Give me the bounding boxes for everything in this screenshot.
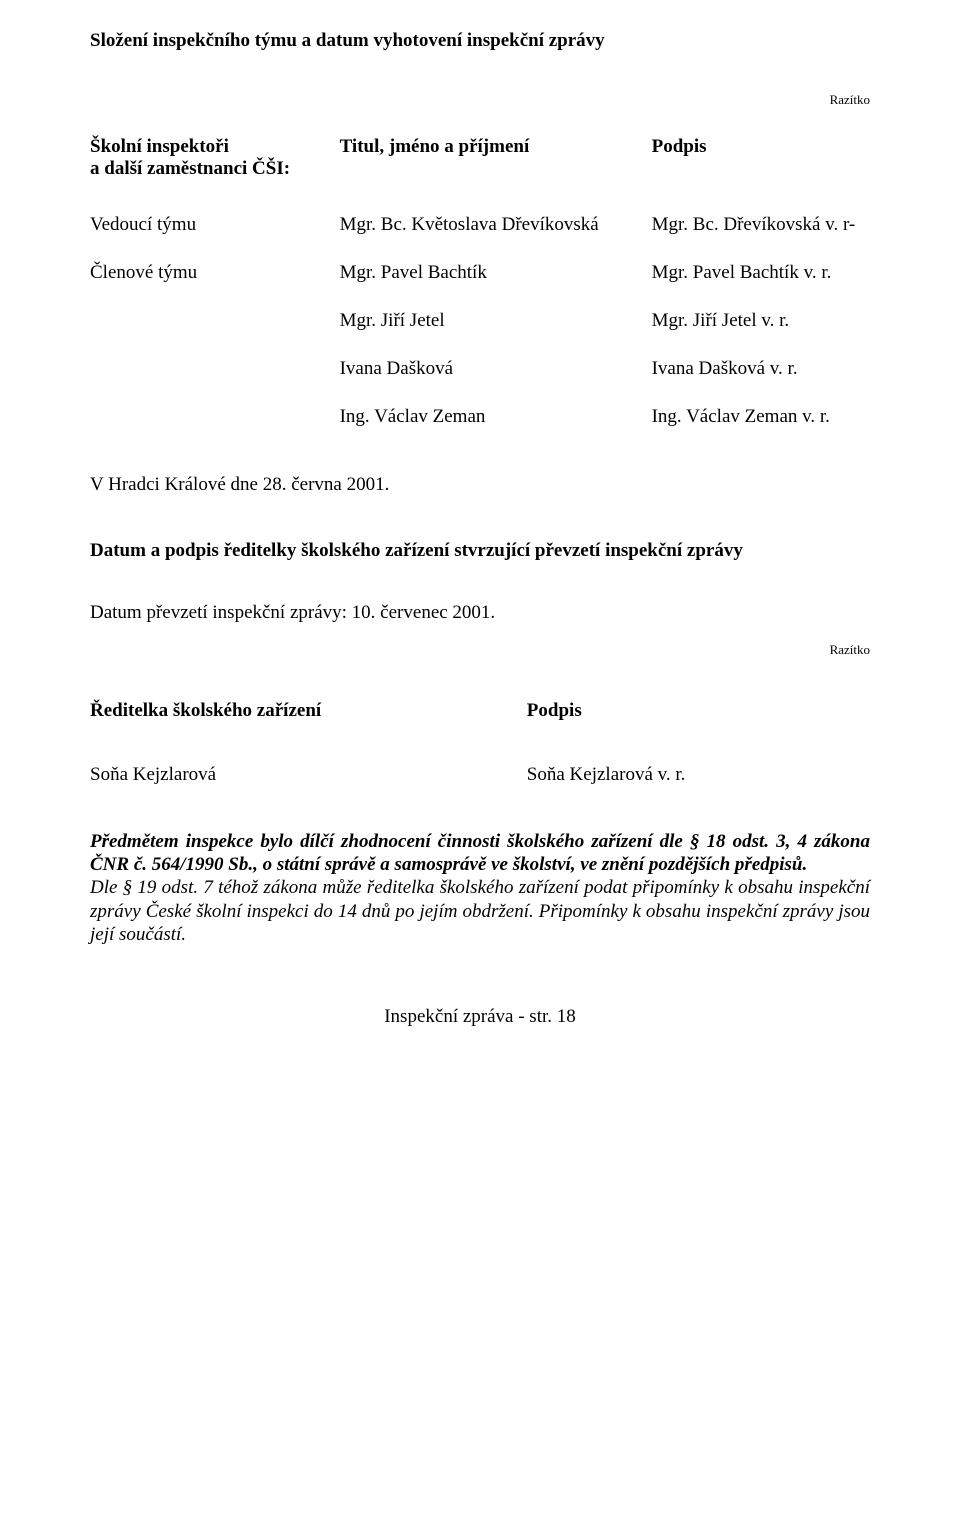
header-col1-line1: Školní inspektoři (90, 136, 229, 157)
table-header-row: Školní inspektoři a další zaměstnanci ČŠ… (90, 130, 870, 186)
director-right-label: Podpis (527, 700, 870, 722)
body-paragraphs: Předmětem inspekce bylo dílčí zhodnocení… (90, 830, 870, 946)
director-name-row: Soňa Kejzlarová Soňa Kejzlarová v. r. (90, 764, 870, 786)
row-clen3-sig: Ivana Dašková v. r. (652, 352, 870, 386)
row-clen2-sig: Mgr. Jiří Jetel v. r. (652, 304, 870, 338)
page-title: Složení inspekčního týmu a datum vyhotov… (90, 30, 870, 52)
row-clen2-name: Mgr. Jiří Jetel (340, 304, 652, 338)
date-receipt: Datum převzetí inspekční zprávy: 10. čer… (90, 602, 870, 624)
header-col3: Podpis (652, 130, 870, 186)
header-col1-line2: a další zaměstnanci ČŠI: (90, 158, 290, 179)
stamp-label: Razítko (90, 642, 870, 658)
row-vedouci-sig: Mgr. Bc. Dřevíkovská v. r- (652, 208, 870, 242)
row-clen1-name: Mgr. Pavel Bachtík (340, 256, 652, 290)
body-p1: Předmětem inspekce bylo dílčí zhodnocení… (90, 831, 870, 875)
row-clen1-sig: Mgr. Pavel Bachtík v. r. (652, 256, 870, 290)
director-left-label: Ředitelka školského zařízení (90, 700, 527, 722)
table-row: Členové týmu Mgr. Pavel Bachtík Mgr. Pav… (90, 256, 870, 290)
director-right-sig: Soňa Kejzlarová v. r. (527, 764, 870, 786)
table-row: Mgr. Jiří Jetel Mgr. Jiří Jetel v. r. (90, 304, 870, 338)
date-place: V Hradci Králové dne 28. června 2001. (90, 474, 870, 496)
director-left-name: Soňa Kejzlarová (90, 764, 527, 786)
header-col2: Titul, jméno a příjmení (340, 130, 652, 186)
body-p2: Dle § 19 odst. 7 téhož zákona může ředit… (90, 877, 870, 944)
signatures-table: Školní inspektoři a další zaměstnanci ČŠ… (90, 130, 870, 434)
row-clen4-name: Ing. Václav Zeman (340, 400, 652, 434)
row-vedouci-label: Vedoucí týmu (90, 208, 340, 242)
row-clenove-label: Členové týmu (90, 256, 340, 290)
page-footer: Inspekční zpráva - str. 18 (90, 1006, 870, 1028)
row-clen3-name: Ivana Dašková (340, 352, 652, 386)
table-row: Vedoucí týmu Mgr. Bc. Květoslava Dřevíko… (90, 208, 870, 242)
row-vedouci-name: Mgr. Bc. Květoslava Dřevíkovská (340, 208, 652, 242)
table-row: Ing. Václav Zeman Ing. Václav Zeman v. r… (90, 400, 870, 434)
director-header-row: Ředitelka školského zařízení Podpis (90, 700, 870, 722)
stamp-label: Razítko (90, 92, 870, 108)
confirm-heading: Datum a podpis ředitelky školského zaříz… (90, 540, 870, 562)
row-clen4-sig: Ing. Václav Zeman v. r. (652, 400, 870, 434)
table-row: Ivana Dašková Ivana Dašková v. r. (90, 352, 870, 386)
